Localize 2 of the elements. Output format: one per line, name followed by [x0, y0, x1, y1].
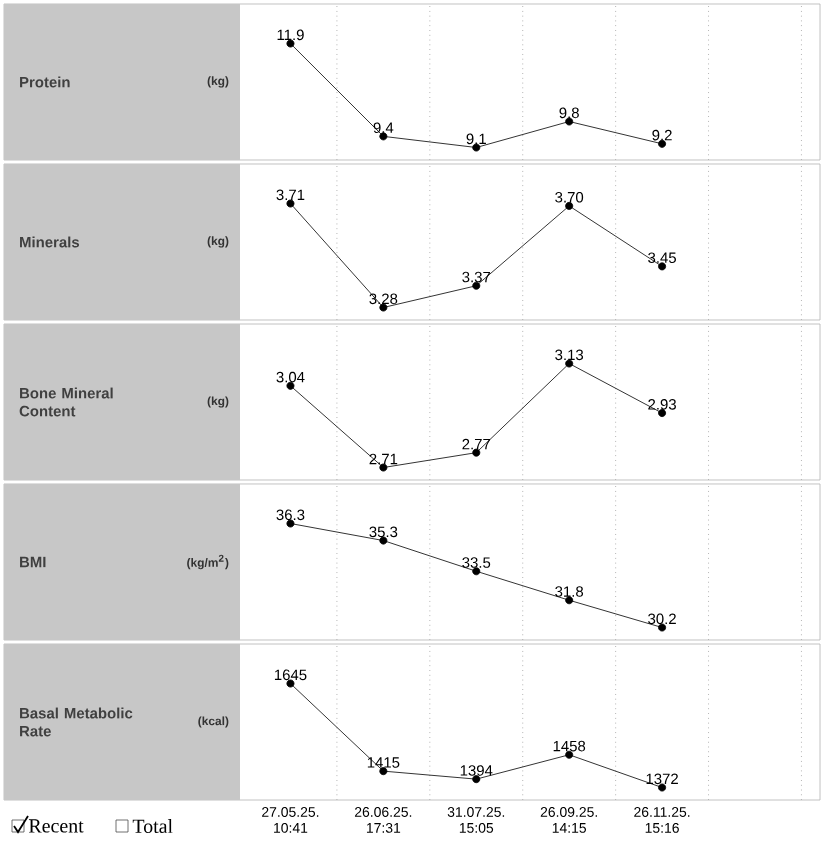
text: Recent	[28, 819, 84, 833]
text: Total	[132, 818, 173, 833]
